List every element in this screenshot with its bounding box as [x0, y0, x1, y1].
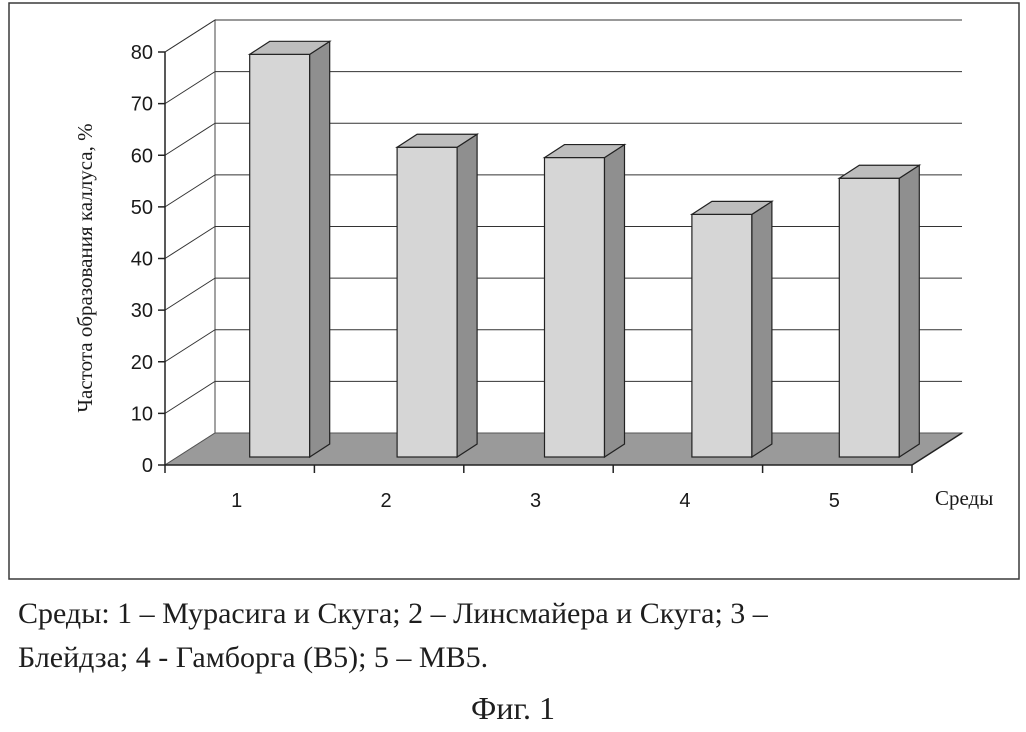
x-tick-label: 3	[530, 490, 541, 512]
y-tick-label: 30	[131, 300, 153, 322]
x-axis-title: Среды	[935, 486, 993, 510]
bar-front	[250, 54, 310, 457]
bar-front	[839, 178, 899, 457]
caption-line-1: Среды: 1 – Мурасига и Скуга; 2 – Линсмай…	[18, 592, 1018, 636]
bar-chart: 0 10 20 30 40 50 60 70 80 1 2 3 4 5 Частота образова…	[0, 0, 1026, 590]
figure-label: Фиг. 1	[0, 690, 1026, 727]
figure-caption: Среды: 1 – Мурасига и Скуга; 2 – Линсмай…	[18, 592, 1018, 680]
bar-front	[545, 158, 605, 457]
bar-side	[457, 134, 477, 457]
bar	[692, 201, 772, 457]
y-axis-title: Частота образования каллуса, %	[73, 123, 97, 412]
y-tick-label: 0	[142, 455, 153, 477]
bar	[839, 165, 919, 457]
bar-side	[310, 41, 330, 457]
bar-front	[692, 214, 752, 457]
y-tick-label: 60	[131, 145, 153, 167]
x-tick-label: 1	[231, 490, 242, 512]
y-tick-label: 40	[131, 249, 153, 271]
caption-line-2: Блейдза; 4 - Гамборга (В5); 5 – МВ5.	[18, 636, 1018, 680]
y-tick-labels: 0 10 20 30 40 50 60 70 80	[131, 42, 153, 477]
y-tick-label: 10	[131, 403, 153, 425]
bar-side	[605, 145, 625, 457]
x-tick-label: 2	[381, 490, 392, 512]
bar	[545, 145, 625, 457]
bar-side	[899, 165, 919, 457]
bar	[397, 134, 477, 457]
x-tick-label: 5	[829, 490, 840, 512]
y-tick-label: 50	[131, 197, 153, 219]
y-tick-label: 20	[131, 352, 153, 374]
bar-side	[752, 201, 772, 457]
bar-front	[397, 147, 457, 457]
y-tick-label: 70	[131, 94, 153, 116]
x-tick-label: 4	[679, 490, 690, 512]
bar	[250, 41, 330, 457]
y-tick-label: 80	[131, 42, 153, 64]
